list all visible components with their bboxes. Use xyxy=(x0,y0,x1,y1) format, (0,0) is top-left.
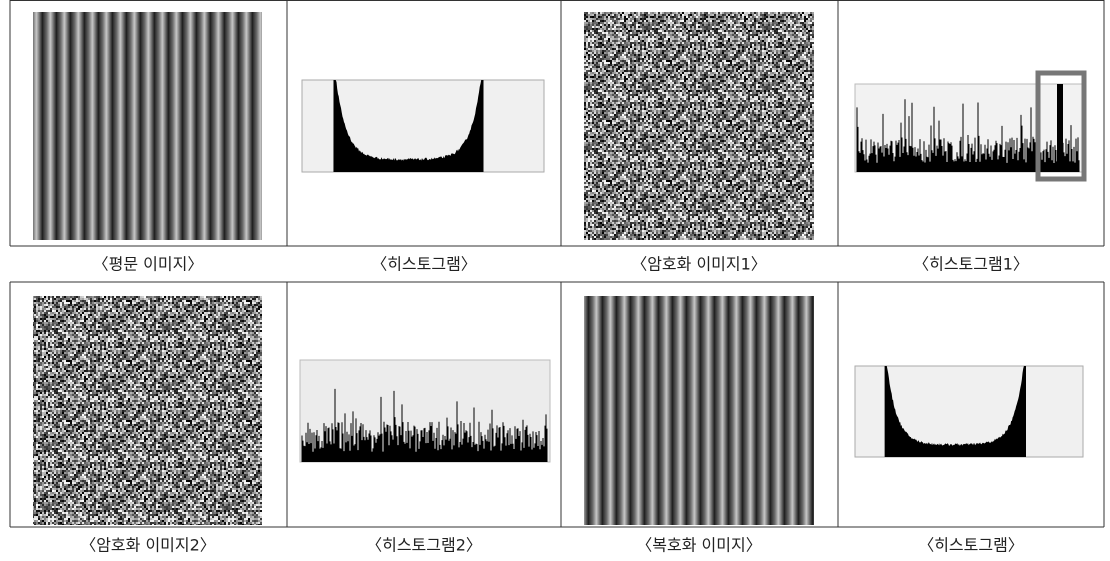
caption: 〈히스토그램1〉 xyxy=(913,255,1029,274)
caption: 〈평문 이미지〉 xyxy=(93,255,204,274)
caption: 〈암호화 이미지2〉 xyxy=(80,536,216,555)
encrypted-image-2 xyxy=(33,296,262,525)
caption: 〈히스토그램〉 xyxy=(371,255,477,274)
caption: 〈복호화 이미지〉 xyxy=(636,536,761,555)
caption: 〈히스토그램〉 xyxy=(918,536,1024,555)
figure: 〈평문 이미지〉 〈히스토그램〉 〈암호화 이미지1〉 〈히스토그램1〉 〈암호… xyxy=(0,0,1110,561)
caption: 〈암호화 이미지1〉 xyxy=(631,255,767,274)
caption: 〈히스토그램2〉 xyxy=(366,536,482,555)
encrypted-image-1 xyxy=(584,12,814,240)
decrypted-image xyxy=(584,296,814,525)
histogram-peak xyxy=(1057,84,1063,172)
plain-image xyxy=(33,12,262,240)
